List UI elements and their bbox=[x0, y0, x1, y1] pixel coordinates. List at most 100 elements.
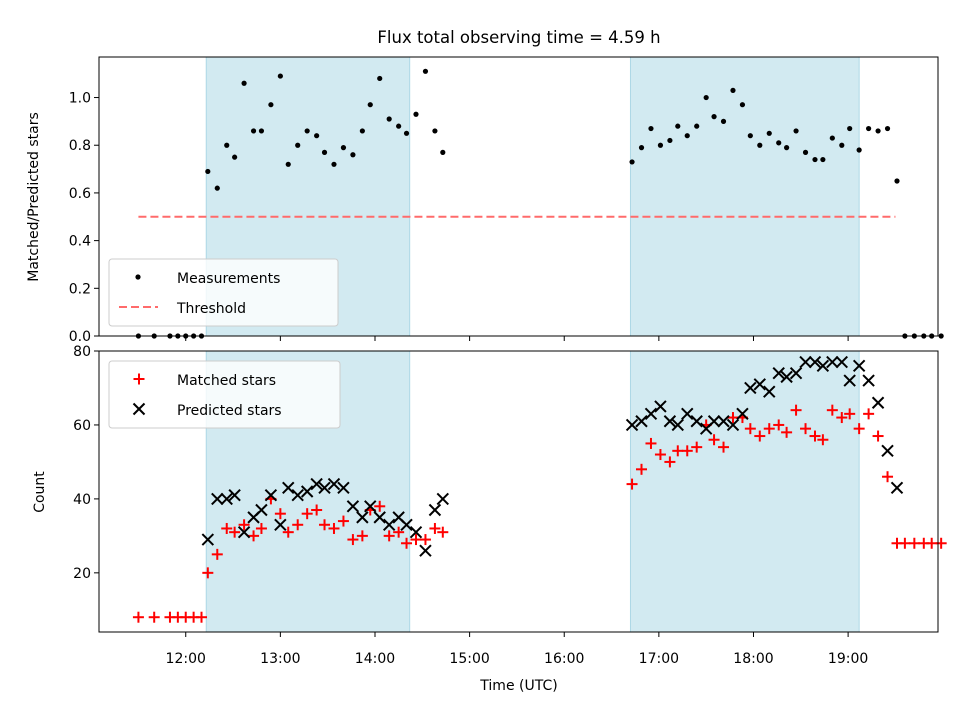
predicted-star-point bbox=[237, 525, 251, 539]
matched-star-point bbox=[356, 530, 368, 542]
measurement-point bbox=[766, 130, 772, 136]
measurement-point bbox=[747, 133, 753, 139]
matched-star-point bbox=[708, 434, 720, 446]
predicted-star-point bbox=[663, 415, 677, 428]
marker-stroke bbox=[237, 525, 251, 539]
marker-stroke bbox=[717, 415, 730, 428]
measurement-point bbox=[285, 161, 291, 167]
predicted-star-point bbox=[763, 385, 776, 398]
legend-threshold-label: Threshold bbox=[176, 301, 246, 317]
predicted-star-point bbox=[428, 503, 442, 517]
measurement-point bbox=[359, 128, 365, 134]
marker-stroke bbox=[789, 366, 803, 380]
marker-stroke bbox=[228, 488, 241, 502]
y-ticks-bottom: 20 40 60 80 bbox=[73, 344, 99, 582]
predicted-star-point bbox=[346, 500, 360, 513]
top-legend-box bbox=[108, 258, 339, 327]
measurement-point bbox=[802, 149, 809, 155]
marker-stroke bbox=[843, 374, 856, 387]
matched-star-point bbox=[754, 430, 766, 442]
predicted-star-point bbox=[753, 378, 766, 391]
marker-stroke bbox=[132, 402, 146, 416]
measurement-point bbox=[730, 87, 736, 93]
predicted-star-point bbox=[871, 396, 885, 409]
predicted-star-point bbox=[356, 511, 369, 524]
measurement-point bbox=[829, 135, 835, 141]
matched-star-point bbox=[374, 500, 386, 512]
measurement-point bbox=[314, 133, 320, 139]
matched-star-point bbox=[899, 537, 911, 549]
predicted-star-point bbox=[264, 488, 278, 502]
marker-stroke bbox=[881, 444, 894, 458]
bottom-axes-frame bbox=[98, 350, 939, 633]
measurement-point bbox=[667, 137, 673, 144]
measurement-point bbox=[277, 73, 283, 79]
marker-stroke bbox=[763, 385, 776, 398]
x-axis-label: Time (UTC) bbox=[479, 678, 557, 694]
x-tick-label: 19:00 bbox=[828, 651, 868, 667]
measurement-point bbox=[432, 128, 438, 134]
measurement-point bbox=[856, 147, 862, 153]
predicted-star-point bbox=[211, 492, 224, 506]
measurement-point bbox=[694, 123, 700, 129]
matched-star-point bbox=[790, 404, 802, 416]
predicted-star-point bbox=[337, 481, 350, 495]
measurement-point bbox=[638, 145, 645, 151]
predicted-star-point bbox=[400, 518, 413, 531]
marker-stroke bbox=[736, 407, 749, 421]
matched-star-point bbox=[645, 437, 657, 449]
marker-stroke bbox=[409, 525, 423, 539]
matched-star-point bbox=[926, 537, 938, 549]
predicted-star-point bbox=[726, 418, 740, 432]
y-tick-label: 0.4 bbox=[69, 234, 91, 250]
measurement-point bbox=[258, 128, 265, 134]
matched-star-point bbox=[691, 441, 703, 453]
measurement-point bbox=[784, 145, 790, 151]
marker-stroke bbox=[373, 511, 386, 524]
predicted-star-point bbox=[310, 477, 323, 491]
marker-stroke bbox=[400, 518, 413, 531]
measurement-point bbox=[757, 142, 763, 148]
measurement-point bbox=[205, 168, 211, 175]
measurement-point bbox=[776, 140, 782, 146]
predicted-star-point bbox=[862, 374, 875, 387]
top-panel: 0.0 0.2 0.4 0.6 0.8 1.0 Matched/Predicted sta… bbox=[26, 56, 944, 345]
marker-stroke bbox=[364, 500, 377, 513]
measurement-point bbox=[377, 75, 383, 82]
predicted-star-point bbox=[816, 359, 830, 372]
measurement-point bbox=[422, 68, 429, 74]
predicted-star-point bbox=[291, 488, 304, 502]
marker-stroke bbox=[753, 378, 766, 391]
marker-stroke bbox=[681, 407, 694, 421]
predicted-star-point bbox=[808, 355, 822, 369]
chart-title: Flux total observing time = 4.59 h bbox=[377, 28, 660, 47]
matched-star-point bbox=[292, 519, 304, 531]
measurement-point bbox=[703, 94, 709, 101]
measurement-point bbox=[224, 142, 230, 148]
matched-star-point bbox=[319, 519, 331, 531]
matched-star-point bbox=[664, 456, 676, 468]
predicted-star-point bbox=[274, 518, 287, 531]
marker-stroke bbox=[274, 518, 287, 531]
predicted-star-point bbox=[707, 415, 721, 428]
marker-stroke bbox=[625, 418, 639, 432]
measurement-point bbox=[214, 185, 220, 191]
matched-star-point bbox=[282, 526, 294, 538]
predicted-star-point bbox=[826, 355, 839, 369]
marker-stroke bbox=[255, 503, 268, 517]
bottom-y-axis-label: Count bbox=[32, 471, 48, 513]
measurement-point bbox=[403, 130, 410, 136]
measurement-point bbox=[875, 128, 881, 134]
measurement-point bbox=[331, 161, 337, 167]
top-y-axis-label: Matched/Predicted stars bbox=[26, 112, 42, 282]
measurement-point bbox=[657, 142, 664, 148]
matched-star-point bbox=[255, 522, 267, 534]
marker-stroke bbox=[671, 418, 684, 432]
marker-stroke bbox=[635, 415, 648, 428]
measurement-point bbox=[440, 149, 446, 155]
marker-stroke bbox=[707, 415, 721, 428]
measurement-point bbox=[839, 142, 845, 148]
matched-star-point bbox=[636, 463, 648, 475]
marker-stroke bbox=[337, 481, 350, 495]
